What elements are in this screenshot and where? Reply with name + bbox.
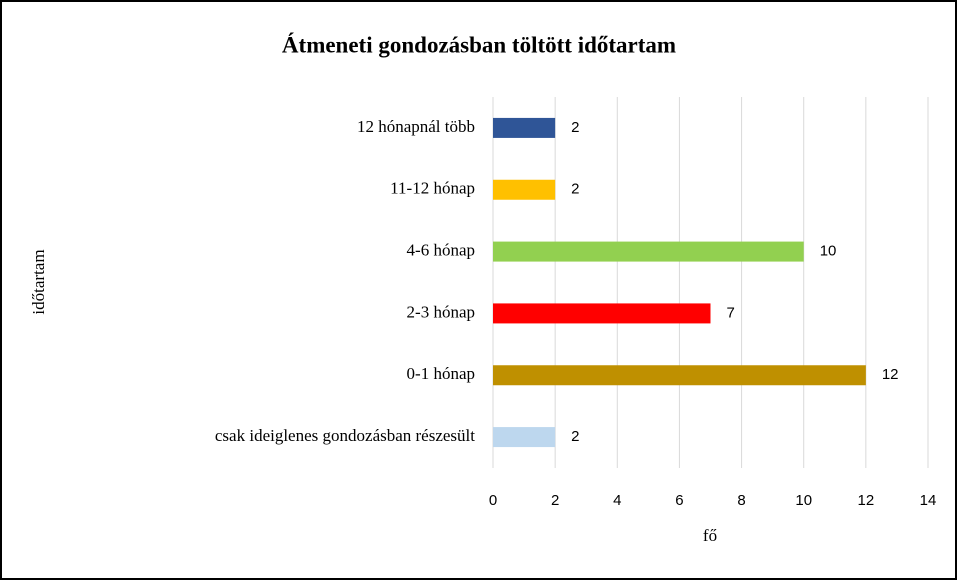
bar xyxy=(493,179,556,200)
value-label: 7 xyxy=(727,304,735,321)
y-tick-label: 4-6 hónap xyxy=(407,240,475,259)
x-tick-label: 10 xyxy=(795,492,812,509)
bar xyxy=(493,427,556,448)
x-tick-label: 0 xyxy=(489,492,497,509)
value-label: 12 xyxy=(882,366,899,383)
bar xyxy=(493,117,556,138)
bar xyxy=(493,241,804,262)
value-label: 2 xyxy=(571,181,579,198)
x-tick-label: 12 xyxy=(858,492,875,509)
value-label: 2 xyxy=(571,428,579,445)
x-tick-label: 6 xyxy=(675,492,683,509)
y-tick-label: 11-12 hónap xyxy=(390,179,475,198)
y-tick-label: 0-1 hónap xyxy=(407,364,475,383)
x-tick-label: 2 xyxy=(551,492,559,509)
y-tick-label: 2-3 hónap xyxy=(407,302,475,321)
y-axis-label: időtartam xyxy=(29,249,48,314)
x-tick-label: 14 xyxy=(920,492,937,509)
y-tick-label: csak ideiglenes gondozásban részesült xyxy=(215,426,475,445)
bar xyxy=(493,365,866,386)
bar xyxy=(493,303,711,324)
value-label: 10 xyxy=(820,243,837,260)
chart-title: Átmeneti gondozásban töltött időtartam xyxy=(282,32,676,57)
value-label: 2 xyxy=(571,119,579,136)
x-tick-label: 8 xyxy=(737,492,745,509)
y-tick-label: 12 hónapnál több xyxy=(357,117,475,136)
x-tick-label: 4 xyxy=(613,492,621,509)
x-axis-label: fő xyxy=(703,526,717,545)
